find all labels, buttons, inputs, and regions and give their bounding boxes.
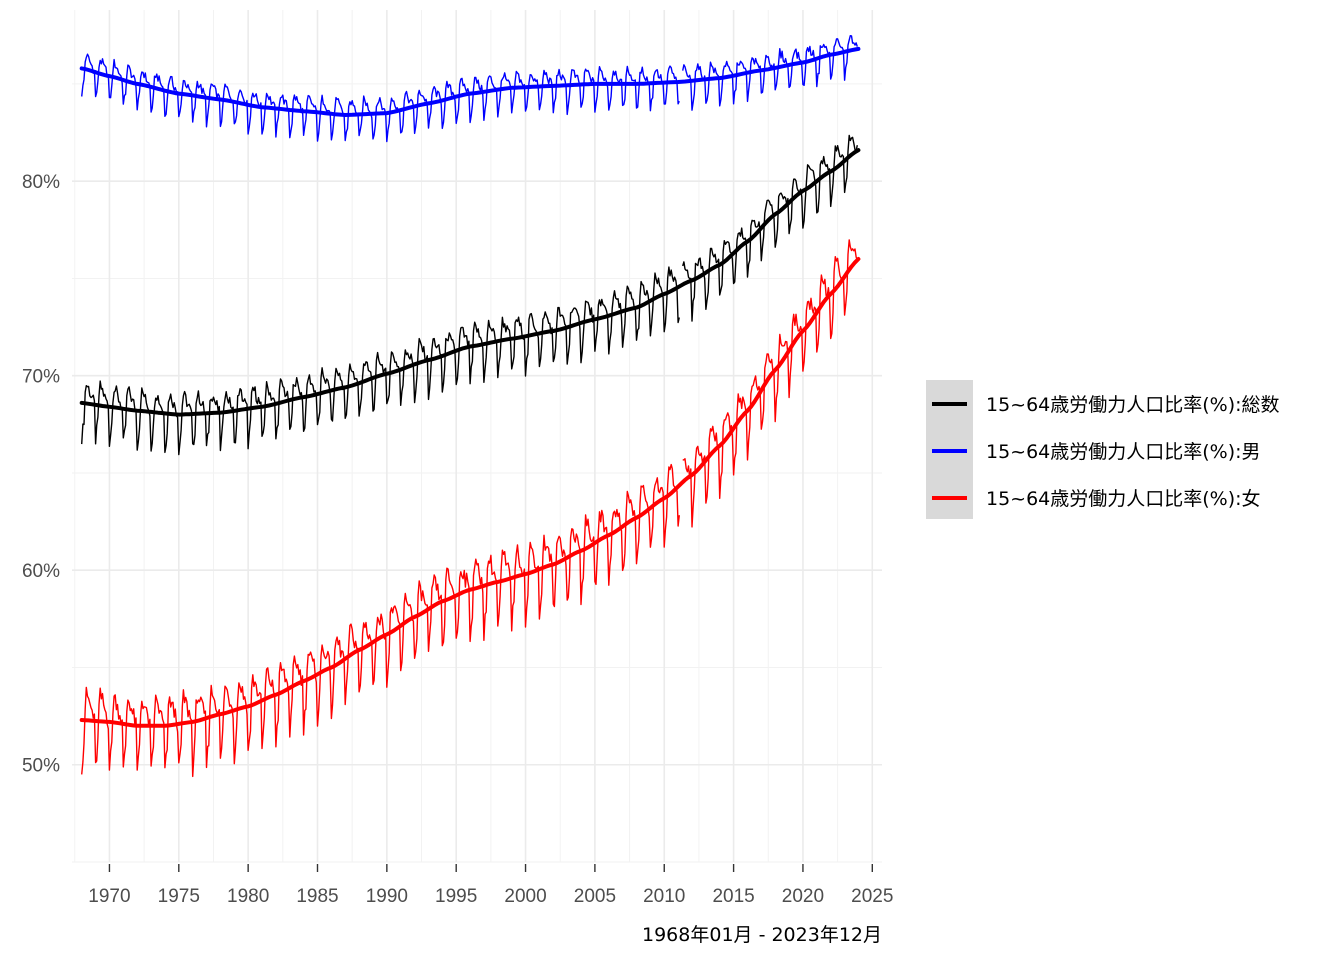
major-gridlines [72,10,882,862]
x-tick-label: 1985 [296,886,338,907]
x-tick-label: 1975 [158,886,200,907]
legend-label: 15~64歳労働力人口比率(%):女 [986,488,1261,510]
x-tick-label: 2025 [851,886,893,907]
monthly-series-lines [81,35,858,778]
y-axis-tick-labels: 50% 60% 70% 80% [22,172,60,777]
series-trend-line [79,257,861,728]
smoothed-trend-lines [79,46,861,728]
series-trend-line [79,46,861,117]
x-tick-label: 2020 [782,886,824,907]
x-tick-label: 1970 [88,886,130,907]
x-tick-label: 2010 [643,886,685,907]
minor-gridlines [72,10,882,863]
legend: 15~64歳労働力人口比率(%):総数 15~64歳労働力人口比率(%):男 15~… [926,380,1280,519]
y-tick-label: 60% [22,561,60,582]
chart-caption: 1968年01月 - 2023年12月 [642,924,882,946]
series-monthly-line [682,134,858,322]
x-tick-label: 2005 [574,886,616,907]
series-monthly-line [81,463,680,778]
y-tick-label: 80% [22,172,60,193]
series-monthly-line [682,239,858,528]
series-monthly-line [81,266,680,456]
x-tick-label: 2000 [504,886,546,907]
x-axis-tick-labels: 1970 1975 1980 1985 1990 1995 2000 2005 2010 2015… [88,864,893,907]
legend-label: 15~64歳労働力人口比率(%):総数 [986,394,1280,416]
x-tick-label: 2015 [712,886,754,907]
y-tick-label: 70% [22,367,60,388]
y-tick-label: 50% [22,756,60,777]
legend-label: 15~64歳労働力人口比率(%):男 [986,441,1261,463]
x-tick-label: 1980 [227,886,269,907]
series-monthly-line [81,53,680,143]
series-monthly-line [682,35,858,111]
x-tick-label: 1990 [366,886,408,907]
x-tick-label: 1995 [435,886,477,907]
series-trend-line [79,148,861,417]
